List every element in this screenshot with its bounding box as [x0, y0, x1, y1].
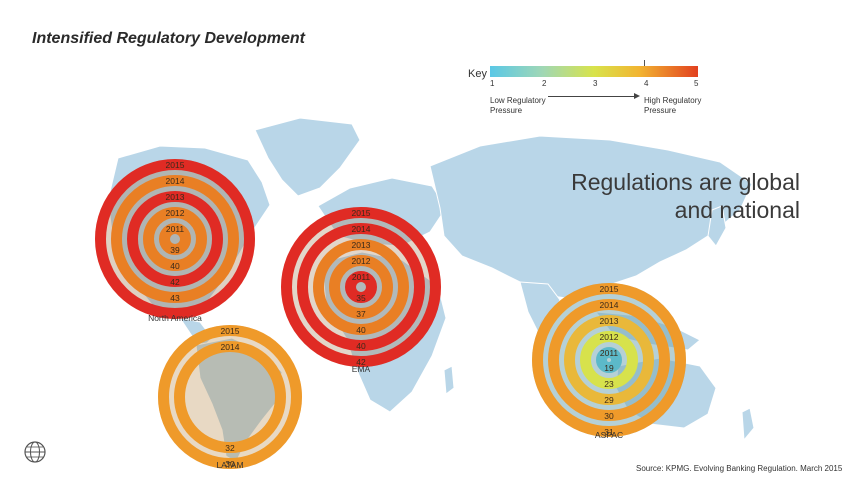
north-america-ring-2011: [159, 223, 191, 255]
japan-shape: [707, 205, 727, 247]
key-tick: [644, 60, 645, 66]
key-label: Key: [468, 68, 487, 80]
aspac-year-label: 2013: [600, 316, 619, 326]
key-scale-2: 2: [542, 79, 547, 88]
ema-year-label: 2012: [352, 256, 371, 266]
aspac-year-label: 2011: [600, 348, 619, 358]
north-america-year-label: 2011: [166, 224, 185, 234]
ema-value-label: 37: [356, 309, 366, 319]
north-america-value-label: 42: [170, 277, 180, 287]
ema-ring-2011: [345, 271, 377, 303]
latam-ring-group: 2015 30 2014 32 LATAM: [158, 325, 302, 470]
north-america-year-label: 2015: [166, 160, 185, 170]
ema-year-label: 2011: [352, 272, 371, 282]
key-gradient-bar: [490, 66, 698, 77]
latam-value-label: 32: [225, 443, 235, 453]
source-note: Source: KPMG. Evolving Banking Regulatio…: [636, 464, 843, 473]
key-low-label: Low Regulatory Pressure: [490, 96, 546, 115]
aspac-value-label: 23: [604, 379, 614, 389]
north-america-ring-2012: [143, 207, 207, 271]
aspac-region-label: ASPAC: [595, 430, 623, 440]
north-america-value-label: 39: [170, 245, 180, 255]
greenland-shape: [254, 117, 361, 197]
slide-title: Intensified Regulatory Development: [32, 30, 305, 47]
headline-text: Regulations are global and national: [571, 169, 800, 223]
key-scale-4: 4: [644, 79, 649, 88]
north-america-ring-2015: [95, 159, 255, 319]
latam-year-label: 2014: [221, 342, 240, 352]
aspac-ring-2012: [580, 331, 638, 389]
ema-region-label: EMA: [352, 364, 371, 374]
aspac-ring-2014: [548, 299, 670, 421]
ema-year-label: 2015: [352, 208, 371, 218]
ema-ring-2014: [297, 223, 425, 351]
aspac-year-label: 2015: [600, 284, 619, 294]
aspac-ring-2011: [596, 347, 622, 373]
north-america-value-label: 43: [170, 293, 180, 303]
new-zealand-shape: [741, 407, 755, 442]
ema-value-label: 40: [356, 341, 366, 351]
key-arrow: [548, 93, 640, 99]
ema-ring-2015: [281, 207, 441, 367]
aspac-value-label: 19: [604, 363, 614, 373]
ema-year-label: 2013: [352, 240, 371, 250]
ema-ring-2012: [329, 255, 393, 319]
aspac-value-label: 31: [604, 427, 614, 437]
ema-ring-group: 2015 42 2014 40 2013 40 2012 37 2011 35 EMA: [281, 207, 441, 374]
aspac-value-label: 29: [604, 395, 614, 405]
key-scale-5: 5: [694, 79, 699, 88]
north-america-ring-group: 2015 2014 43 2013 42 2012 40 2011 39 North Americ…: [95, 159, 255, 323]
north-america-value-label: 40: [170, 261, 180, 271]
aspac-year-label: 2014: [600, 300, 619, 310]
ema-value-label: 42: [356, 357, 366, 367]
north-america-year-label: 2013: [166, 192, 185, 202]
north-america-year-label: 2014: [166, 176, 185, 186]
aspac-ring-group: 2015 31 2014 30 2013 29 2012 23 2011 19 ASPAC: [532, 283, 686, 440]
latam-ring-2014: [174, 341, 286, 453]
aspac-ring-2013: [564, 315, 654, 405]
ema-year-label: 2014: [352, 224, 371, 234]
aspac-value-label: 30: [604, 411, 614, 421]
asia-shape: [429, 135, 753, 301]
latam-region-label: LATAM: [216, 460, 243, 470]
latam-year-label: 2015: [221, 326, 240, 336]
latam-value-label: 30: [225, 459, 235, 469]
madagascar-shape: [443, 365, 455, 395]
ema-value-label: 40: [356, 325, 366, 335]
north-america-region-label: North America: [148, 313, 202, 323]
north-america-year-label: 2012: [166, 208, 185, 218]
north-america-ring-2014: [111, 175, 239, 303]
aspac-year-label: 2012: [600, 332, 619, 342]
key-high-label: High Regulatory Pressure: [644, 96, 702, 115]
ema-value-label: 35: [356, 293, 366, 303]
key-scale-1: 1: [490, 79, 495, 88]
aspac-ring-2015: [532, 283, 686, 437]
ema-ring-2013: [313, 239, 409, 335]
key-scale-3: 3: [593, 79, 598, 88]
globe-logo-icon: [24, 441, 46, 463]
north-america-ring-2013: [127, 191, 223, 287]
latam-ring-2015: [158, 325, 302, 469]
